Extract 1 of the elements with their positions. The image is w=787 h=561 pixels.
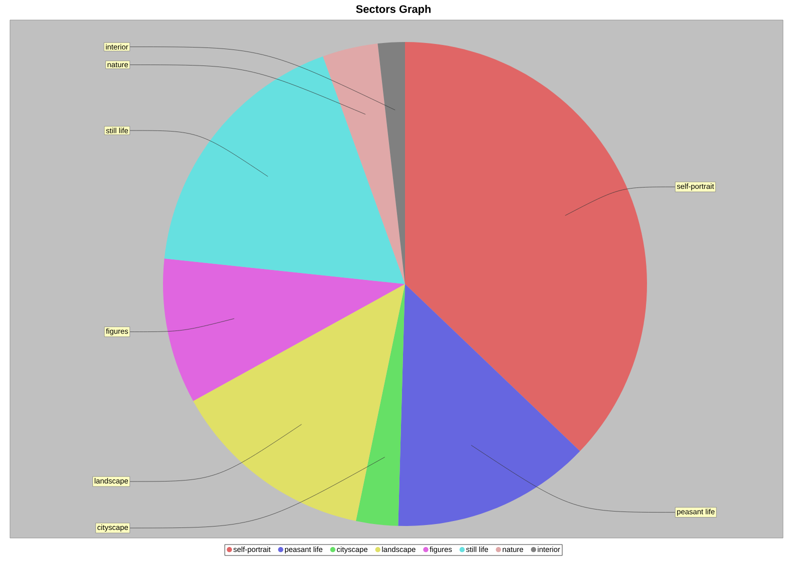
chart-title: Sectors Graph (356, 4, 431, 16)
